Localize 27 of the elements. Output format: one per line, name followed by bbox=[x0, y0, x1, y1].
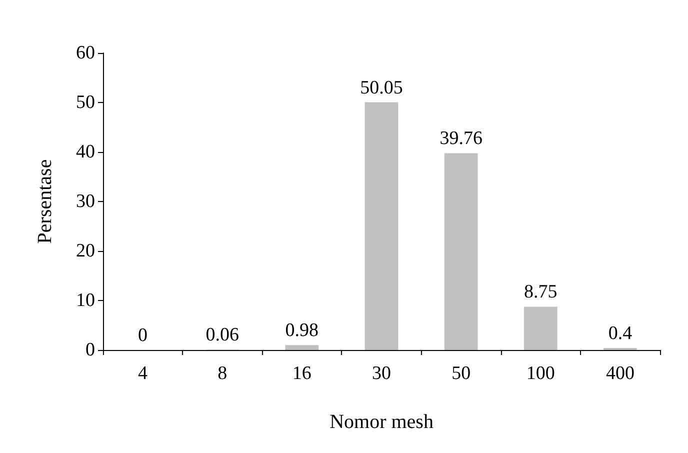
y-tick-label: 20 bbox=[76, 240, 95, 262]
data-label: 39.76 bbox=[440, 128, 482, 150]
y-tick-label: 60 bbox=[76, 42, 95, 64]
x-tick-label: 30 bbox=[372, 363, 391, 384]
bar bbox=[524, 306, 558, 350]
x-tick-label: 8 bbox=[218, 363, 228, 384]
x-tick-label: 4 bbox=[138, 363, 148, 384]
x-tick-label: 16 bbox=[292, 363, 312, 384]
bar bbox=[285, 345, 319, 350]
data-label: 0.98 bbox=[285, 320, 319, 342]
y-tick-label: 30 bbox=[76, 191, 95, 212]
y-axis-title: Persentase bbox=[34, 159, 56, 244]
bar bbox=[364, 102, 398, 350]
x-tick-label: 400 bbox=[606, 363, 634, 384]
y-tick-label: 0 bbox=[86, 340, 95, 360]
x-tick-label: 50 bbox=[452, 363, 471, 384]
data-label: 50.05 bbox=[360, 77, 403, 98]
y-tick-label: 40 bbox=[76, 142, 95, 162]
data-label: 8.75 bbox=[524, 282, 558, 303]
y-tick-label: 50 bbox=[76, 92, 95, 113]
bar bbox=[444, 153, 478, 350]
y-tick-label: 10 bbox=[76, 290, 95, 311]
x-axis-title: Nomor mesh bbox=[330, 411, 434, 433]
data-label: 0 bbox=[138, 325, 148, 346]
data-label: 0.06 bbox=[206, 324, 239, 346]
x-tick-label: 100 bbox=[526, 363, 555, 384]
data-label: 0.4 bbox=[608, 323, 633, 344]
